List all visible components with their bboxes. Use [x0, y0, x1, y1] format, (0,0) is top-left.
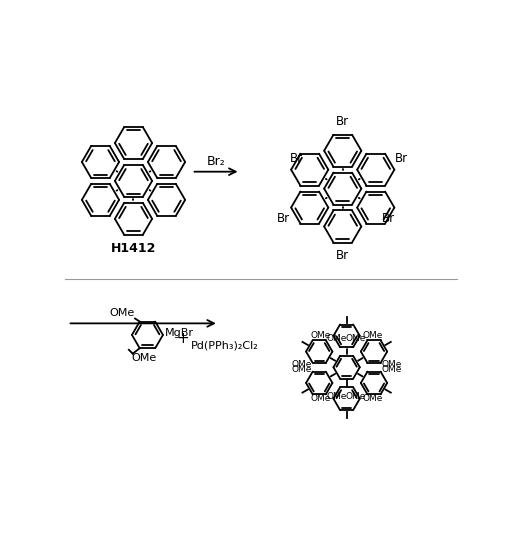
Text: OMe: OMe: [131, 353, 156, 363]
Text: OMe: OMe: [310, 331, 330, 340]
Text: OMe: OMe: [109, 307, 134, 318]
Text: OMe: OMe: [381, 365, 401, 374]
Text: Br: Br: [335, 116, 349, 128]
Text: OMe: OMe: [381, 360, 401, 369]
Text: MgBr: MgBr: [165, 328, 194, 338]
Text: OMe: OMe: [345, 392, 365, 401]
Text: Br: Br: [335, 249, 349, 262]
Text: OMe: OMe: [361, 331, 382, 340]
Text: OMe: OMe: [291, 365, 311, 374]
Text: OMe: OMe: [361, 394, 382, 403]
Text: OMe: OMe: [291, 360, 311, 369]
Text: Br: Br: [381, 212, 394, 225]
Text: OMe: OMe: [326, 334, 347, 343]
Text: Br: Br: [394, 152, 408, 165]
Text: Pd(PPh₃)₂Cl₂: Pd(PPh₃)₂Cl₂: [190, 341, 258, 350]
Text: OMe: OMe: [310, 394, 330, 403]
Text: Br: Br: [276, 212, 290, 225]
Text: OMe: OMe: [326, 392, 347, 401]
Text: +: +: [176, 331, 188, 347]
Text: Br₂: Br₂: [206, 155, 225, 168]
Text: H1412: H1412: [110, 242, 156, 255]
Text: Br: Br: [290, 152, 303, 165]
Text: OMe: OMe: [345, 334, 365, 343]
